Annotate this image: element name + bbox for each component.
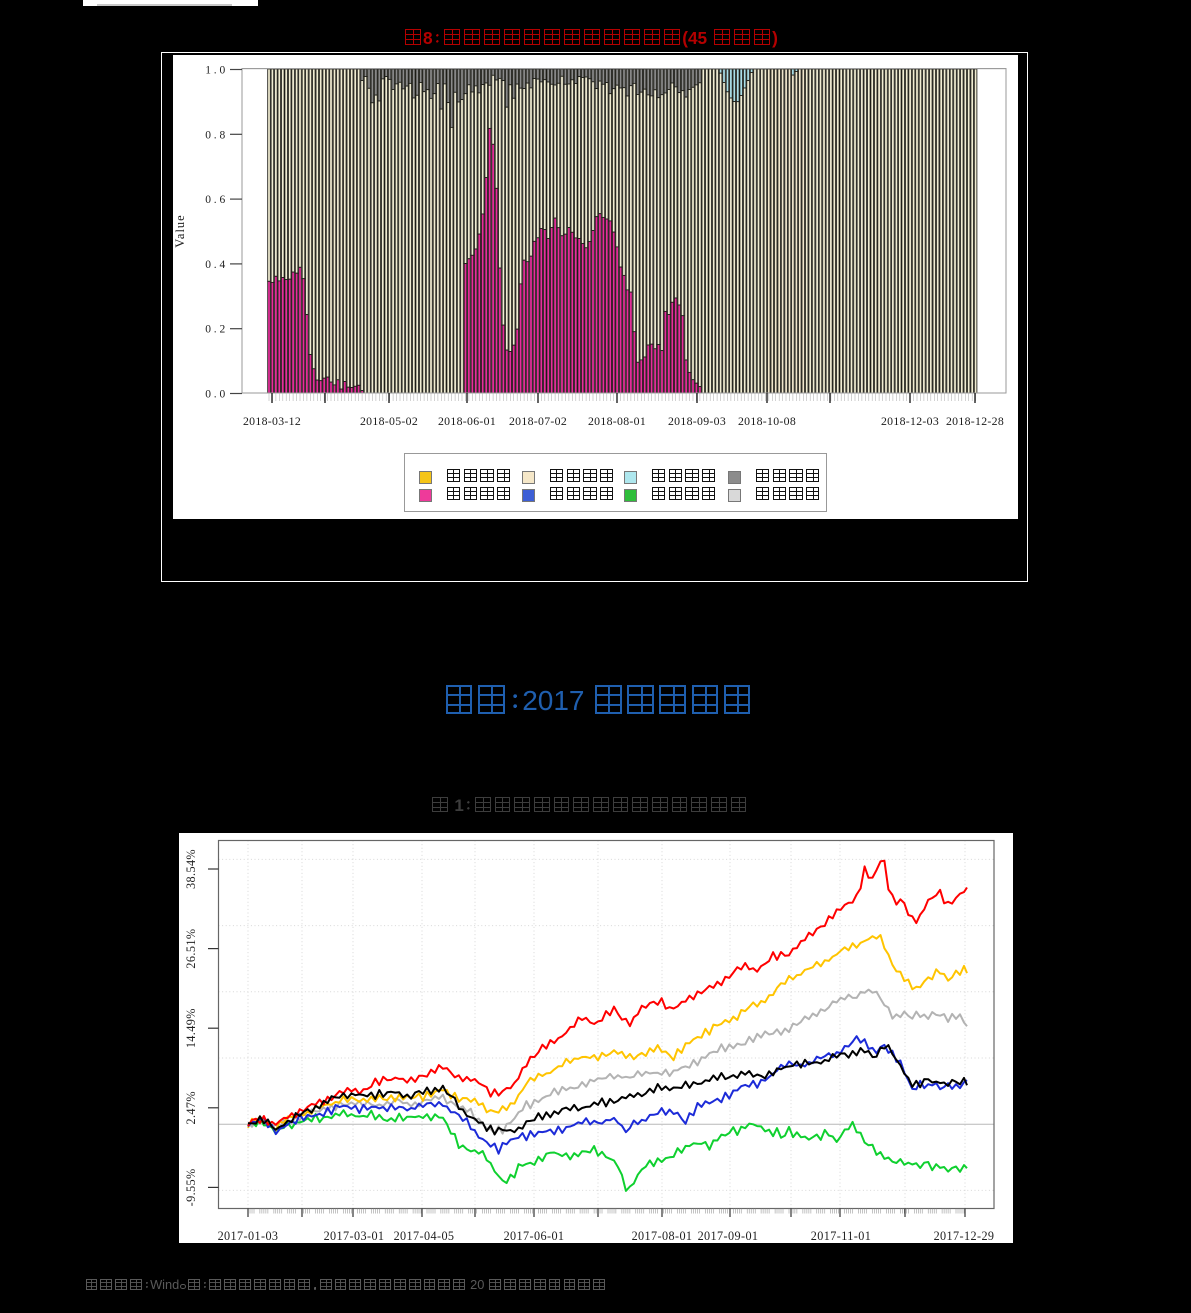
svg-text:0.4: 0.4 — [205, 259, 228, 271]
svg-text:1.0: 1.0 — [205, 65, 228, 77]
svg-text:0.2: 0.2 — [205, 324, 228, 336]
svg-text:2018-12-03: 2018-12-03 — [881, 414, 939, 428]
svg-text:2017-08-01: 2017-08-01 — [632, 1229, 693, 1243]
svg-text:2018-07-02: 2018-07-02 — [509, 414, 567, 428]
svg-text:0.8: 0.8 — [205, 129, 228, 141]
svg-text:2.47%: 2.47% — [184, 1091, 198, 1124]
svg-text:2018-06-01: 2018-06-01 — [438, 414, 496, 428]
svg-text:2017-12-29: 2017-12-29 — [934, 1229, 995, 1243]
svg-text:2018-09-03: 2018-09-03 — [668, 414, 726, 428]
svg-text:26.51%: 26.51% — [184, 929, 198, 969]
svg-text:-9.55%: -9.55% — [184, 1168, 198, 1206]
svg-text:Value: Value — [173, 214, 187, 247]
svg-text:2018-12-28: 2018-12-28 — [946, 414, 1004, 428]
svg-text:38.54%: 38.54% — [184, 849, 198, 889]
svg-text:2017-06-01: 2017-06-01 — [504, 1229, 565, 1243]
svg-text:2017-01-03: 2017-01-03 — [218, 1229, 279, 1243]
svg-text:2018-10-08: 2018-10-08 — [738, 414, 796, 428]
svg-text:14.49%: 14.49% — [184, 1008, 198, 1048]
svg-text:2018-05-02: 2018-05-02 — [360, 414, 418, 428]
svg-text:2017-09-01: 2017-09-01 — [698, 1229, 759, 1243]
svg-text:2018-08-01: 2018-08-01 — [588, 414, 646, 428]
svg-text:0.0: 0.0 — [205, 389, 228, 401]
svg-text:0.6: 0.6 — [205, 194, 228, 206]
svg-text:2017-04-05: 2017-04-05 — [394, 1229, 455, 1243]
svg-text:2018-03-12: 2018-03-12 — [243, 414, 301, 428]
svg-text:2017-03-01: 2017-03-01 — [324, 1229, 385, 1243]
svg-text:2017-11-01: 2017-11-01 — [811, 1229, 871, 1243]
